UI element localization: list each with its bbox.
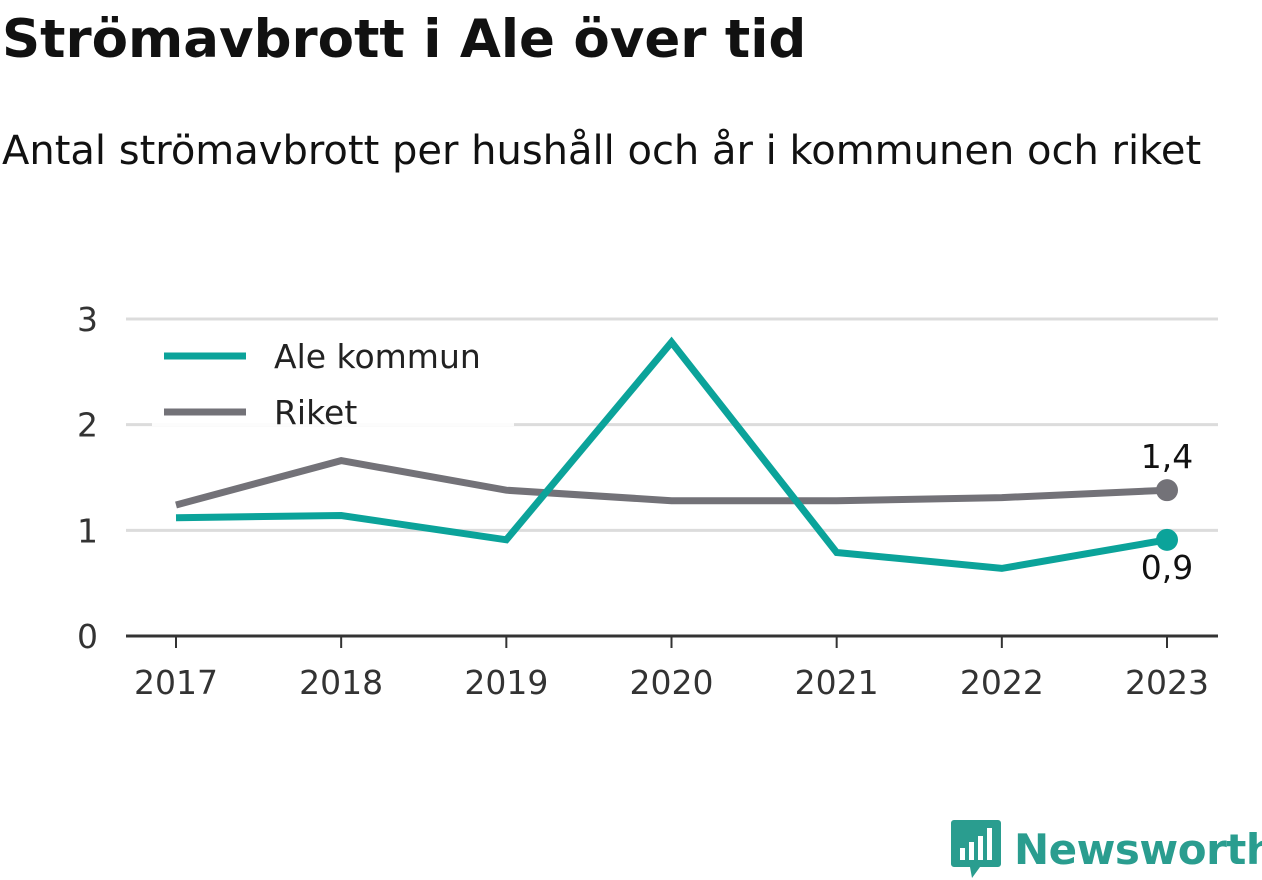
y-tick-label: 0 [77,617,98,656]
y-tick-label: 1 [77,511,98,550]
chart-title: Strömavbrott i Ale över tid [2,9,807,70]
x-tick-label: 2021 [795,663,879,702]
x-tick-label: 2022 [960,663,1044,702]
y-tick-label: 2 [77,406,98,445]
x-tick-label: 2019 [464,663,548,702]
legend-label: Riket [274,393,357,432]
series-line-ale-kommun [175,336,1168,572]
x-tick-label: 2023 [1125,663,1209,702]
x-tick-label: 2017 [134,663,218,702]
series-end-marker [1156,528,1178,551]
y-axis-ticks: 0 1 2 3 [77,300,98,656]
legend: Ale kommun Riket [152,332,514,432]
x-tick-label: 2018 [299,663,383,702]
x-axis: 2017 2018 2019 2020 2021 2022 2023 [126,634,1218,702]
newsworthy-logo-icon [951,820,1001,878]
series-line-riket [175,457,1168,509]
x-tick-label: 2020 [630,663,714,702]
logo-text: Newsworthy [1014,824,1262,874]
chart-subtitle: Antal strömavbrott per hushåll och år i … [2,128,1202,174]
y-tick-label: 3 [77,300,98,339]
series-lines [175,336,1178,572]
series-end-marker [1156,479,1178,502]
newsworthy-logo[interactable]: Newsworthy [950,818,1262,880]
end-label-riket: 1,4 [1141,437,1193,476]
end-label-ale-kommun: 0,9 [1141,548,1193,587]
legend-label: Ale kommun [274,337,481,376]
end-labels: 0,9 1,4 [1141,437,1193,587]
